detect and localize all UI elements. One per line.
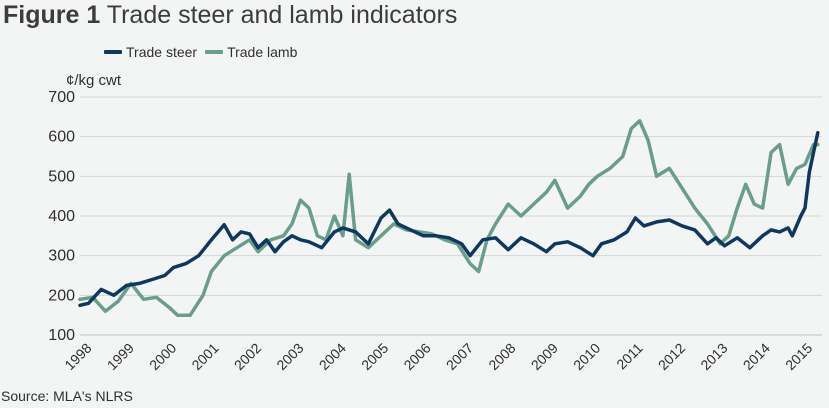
- x-tick-label: 2004: [316, 340, 349, 373]
- legend: Trade steer Trade lamb: [104, 42, 305, 62]
- x-tick-label: 2001: [188, 340, 221, 373]
- x-tick-label: 2014: [740, 340, 773, 373]
- source-note: Source: MLA's NLRS: [1, 388, 133, 404]
- x-tick-label: 2005: [358, 340, 391, 373]
- legend-swatch-trade-steer: [104, 50, 122, 54]
- x-tick-label: 2008: [485, 340, 518, 373]
- x-tick-label: 2009: [528, 340, 561, 373]
- x-tick-label: 1999: [104, 340, 137, 373]
- figure-title-text: Trade steer and lamb indicators: [106, 1, 458, 29]
- y-tick-label: 300: [48, 248, 75, 265]
- y-tick-label: 700: [48, 89, 75, 106]
- x-tick-label: 2011: [613, 340, 646, 373]
- x-tick-label: 2000: [146, 340, 179, 373]
- x-tick-label: 2012: [655, 340, 688, 373]
- x-tick-label: 1998: [61, 340, 94, 373]
- series-line-trade-lamb: [78, 119, 820, 317]
- x-tick-labels: 1998 1999 2000 2001 2002 2003 2004 2005 2006 2007…: [61, 340, 815, 373]
- legend-item-trade-lamb: Trade lamb: [205, 44, 297, 60]
- y-tick-label: 100: [48, 327, 75, 344]
- series-line-trade-steer: [78, 130, 820, 308]
- legend-item-trade-steer: Trade steer: [104, 44, 197, 60]
- figure-title: Figure 1 Trade steer and lamb indicators: [3, 0, 457, 30]
- y-tick-labels: 100 200 300 400 500 600 700: [48, 89, 75, 344]
- x-tick-label: 2002: [231, 340, 264, 373]
- legend-label-trade-steer: Trade steer: [126, 44, 198, 60]
- figure-number: Figure 1: [3, 1, 101, 29]
- legend-swatch-trade-lamb: [205, 50, 224, 54]
- x-tick-label: 2015: [782, 340, 815, 373]
- x-tick-label: 2010: [570, 340, 603, 373]
- x-tick-label: 2006: [400, 340, 433, 373]
- y-axis-label: ¢/kg cwt: [66, 72, 122, 89]
- y-tick-label: 600: [48, 129, 75, 146]
- x-tick-label: 2003: [273, 340, 306, 373]
- series-lines: [78, 119, 820, 317]
- x-tick-label: 2007: [443, 340, 476, 373]
- y-tick-label: 200: [48, 287, 75, 304]
- x-tick-label: 2013: [697, 340, 730, 373]
- gridlines: [80, 96, 822, 336]
- y-tick-label: 400: [48, 208, 75, 225]
- y-tick-label: 500: [48, 168, 75, 185]
- legend-label-trade-lamb: Trade lamb: [227, 44, 298, 60]
